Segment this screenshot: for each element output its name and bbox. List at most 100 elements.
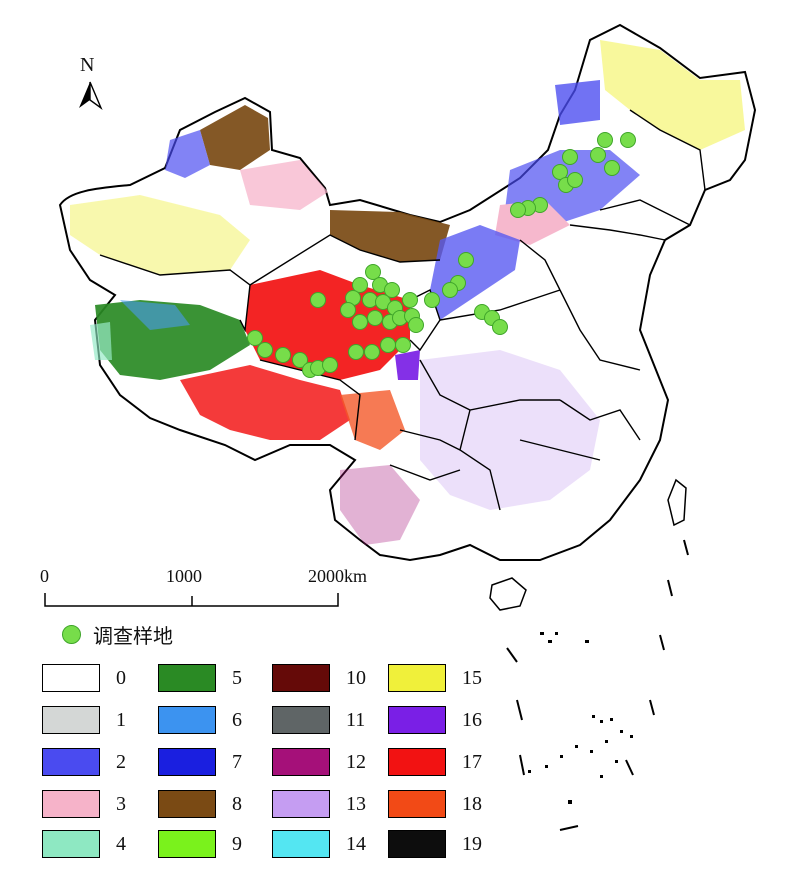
legend-label: 14 <box>346 832 366 855</box>
survey-site-marker <box>562 149 578 165</box>
legend-item-15: 15 <box>388 664 482 692</box>
legend-item-13: 13 <box>272 790 366 818</box>
legend-swatch <box>272 664 330 692</box>
scale-bar <box>44 593 339 607</box>
survey-site-marker-icon <box>62 625 81 644</box>
survey-site-marker <box>552 164 568 180</box>
province-boundaries <box>99 109 706 511</box>
legend-swatch <box>158 706 216 734</box>
survey-site-marker <box>590 147 606 163</box>
survey-site-marker <box>442 282 458 298</box>
legend-swatch <box>272 706 330 734</box>
legend-item-9: 9 <box>158 830 242 858</box>
south-china-sea-islands <box>528 632 633 804</box>
survey-site-marker <box>604 160 620 176</box>
survey-site-marker <box>322 357 338 373</box>
legend-swatch <box>42 830 100 858</box>
survey-site-marker <box>402 292 418 308</box>
scale-tick-0: 0 <box>40 566 49 586</box>
survey-site-marker <box>362 292 378 308</box>
scale-tick-2000: 2000km <box>308 566 368 586</box>
hainan-island <box>489 577 527 611</box>
legend-item-17: 17 <box>388 748 482 776</box>
survey-site-marker <box>292 352 308 368</box>
legend-item-7: 7 <box>158 748 242 776</box>
legend-swatch <box>42 706 100 734</box>
legend-label: 3 <box>116 792 126 815</box>
legend-label: 9 <box>232 832 242 855</box>
legend-swatch <box>388 748 446 776</box>
legend-swatch <box>272 830 330 858</box>
scale-tick-1000: 1000 <box>166 566 202 586</box>
legend-label: 0 <box>116 666 126 689</box>
legend-item-11: 11 <box>272 706 365 734</box>
survey-site-marker <box>247 330 263 346</box>
survey-site-marker <box>364 344 380 360</box>
survey-site-marker <box>458 252 474 268</box>
survey-site-marker <box>340 302 356 318</box>
legend-label: 1 <box>116 708 126 731</box>
legend-item-0: 0 <box>42 664 126 692</box>
survey-site-marker <box>408 317 424 333</box>
survey-site-marker <box>492 319 508 335</box>
legend-label: 12 <box>346 750 366 773</box>
legend-label: 8 <box>232 792 242 815</box>
legend-label: 16 <box>462 708 482 731</box>
legend-item-19: 19 <box>388 830 482 858</box>
legend-label: 4 <box>116 832 126 855</box>
survey-site-marker <box>424 292 440 308</box>
legend-swatch <box>388 830 446 858</box>
legend-item-5: 5 <box>158 664 242 692</box>
legend-label: 18 <box>462 792 482 815</box>
legend-label: 7 <box>232 750 242 773</box>
survey-site-label: 调查样地 <box>93 624 173 648</box>
legend-label: 2 <box>116 750 126 773</box>
survey-site-marker <box>567 172 583 188</box>
legend-swatch <box>272 790 330 818</box>
legend-item-14: 14 <box>272 830 366 858</box>
legend-item-4: 4 <box>42 830 126 858</box>
survey-site-marker <box>348 344 364 360</box>
legend-item-3: 3 <box>42 790 126 818</box>
legend-swatch <box>158 790 216 818</box>
taiwan-island <box>667 478 687 527</box>
survey-site-marker <box>380 337 396 353</box>
north-label: N <box>80 54 95 76</box>
legend-swatch <box>388 790 446 818</box>
legend-label: 13 <box>346 792 366 815</box>
survey-site-marker <box>257 342 273 358</box>
nine-dash-line <box>506 539 689 831</box>
legend-swatch <box>158 748 216 776</box>
legend-item-2: 2 <box>42 748 126 776</box>
survey-site-marker <box>597 132 613 148</box>
legend-swatch <box>158 664 216 692</box>
legend-label: 15 <box>462 666 482 689</box>
legend-item-6: 6 <box>158 706 242 734</box>
legend-label: 6 <box>232 708 242 731</box>
legend-swatch <box>272 748 330 776</box>
survey-site-marker <box>510 202 526 218</box>
survey-site-marker <box>620 132 636 148</box>
survey-site-marker <box>384 282 400 298</box>
legend-item-16: 16 <box>388 706 482 734</box>
legend-item-1: 1 <box>42 706 126 734</box>
legend-label: 5 <box>232 666 242 689</box>
legend-swatch <box>388 664 446 692</box>
legend-item-8: 8 <box>158 790 242 818</box>
survey-site-marker <box>275 347 291 363</box>
legend-swatch <box>388 706 446 734</box>
legend-label: 19 <box>462 832 482 855</box>
legend-item-12: 12 <box>272 748 366 776</box>
north-arrow-icon <box>79 81 103 111</box>
survey-site-marker <box>365 264 381 280</box>
legend-label: 10 <box>346 666 366 689</box>
survey-site-marker <box>352 277 368 293</box>
legend-item-18: 18 <box>388 790 482 818</box>
survey-site-marker <box>310 292 326 308</box>
legend-swatch <box>42 790 100 818</box>
legend-label: 11 <box>346 708 366 731</box>
survey-site-marker <box>367 310 383 326</box>
legend-swatch <box>42 664 100 692</box>
legend-label: 17 <box>462 750 482 773</box>
